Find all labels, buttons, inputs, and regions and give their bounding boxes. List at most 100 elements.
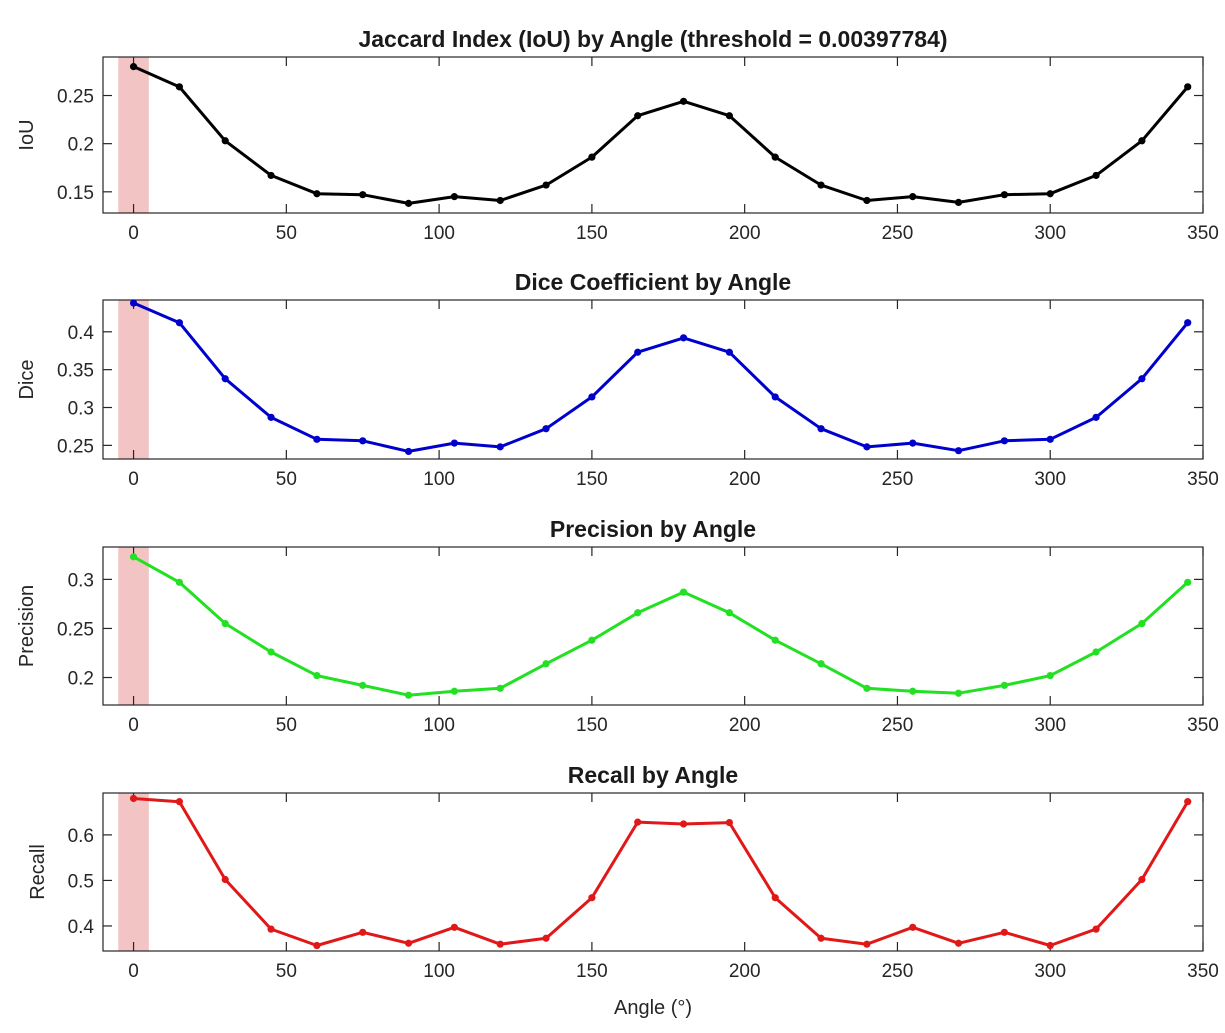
chart-title: Recall by Angle <box>568 762 738 788</box>
data-point <box>588 393 596 401</box>
data-point <box>863 196 871 205</box>
data-point <box>771 153 779 161</box>
data-point <box>359 928 367 936</box>
x-tick-label: 250 <box>882 223 914 244</box>
x-tick-label: 150 <box>576 469 608 490</box>
data-point <box>771 636 779 644</box>
data-point <box>771 393 779 401</box>
x-tick-label: 200 <box>729 469 761 490</box>
y-tick-label: 0.6 <box>68 826 94 847</box>
data-point <box>313 435 321 443</box>
data-point <box>1092 648 1100 656</box>
x-tick-label: 250 <box>882 961 914 982</box>
x-tick-label: 350 <box>1187 469 1219 490</box>
data-point <box>1046 671 1054 680</box>
data-point <box>175 578 183 586</box>
axes-box <box>102 546 1204 706</box>
data-point <box>679 97 688 105</box>
x-axis-label: Angle (°) <box>614 997 692 1019</box>
y-tick-label: 0.2 <box>68 135 94 156</box>
data-point <box>954 447 963 455</box>
data-point <box>267 413 275 421</box>
data-point <box>1000 191 1008 199</box>
x-tick-label: 350 <box>1187 715 1219 736</box>
data-point <box>679 820 688 828</box>
data-point <box>863 443 871 451</box>
data-point <box>909 923 917 931</box>
data-point <box>175 319 183 327</box>
data-point <box>175 798 183 806</box>
data-point <box>634 112 642 120</box>
chart-title: Dice Coefficient by Angle <box>515 269 791 295</box>
data-point <box>359 191 367 199</box>
chart-title: Precision by Angle <box>550 516 756 542</box>
data-point <box>1184 798 1192 806</box>
data-point <box>863 684 871 692</box>
data-point <box>542 934 550 942</box>
x-tick-label: 250 <box>882 715 914 736</box>
x-tick-label: 200 <box>729 715 761 736</box>
series-line <box>132 555 1189 697</box>
x-tick-label: 250 <box>882 469 914 490</box>
highlight-band <box>118 300 149 459</box>
data-point <box>588 636 596 644</box>
data-point <box>725 818 733 827</box>
data-point <box>954 198 963 207</box>
y-tick-label: 0.3 <box>68 399 94 420</box>
x-tick-label: 300 <box>1034 223 1066 244</box>
x-tick-label: 50 <box>276 961 297 982</box>
x-tick-label: 50 <box>276 469 297 490</box>
y-tick-label: 0.3 <box>68 570 94 591</box>
data-point <box>1092 925 1100 933</box>
y-axis-label: IoU <box>16 119 38 150</box>
data-point <box>909 193 917 201</box>
data-point <box>1046 941 1054 950</box>
data-point <box>909 687 917 695</box>
series-line <box>133 797 1189 947</box>
data-point <box>588 894 596 902</box>
data-point <box>450 193 458 201</box>
data-point <box>1184 578 1192 586</box>
x-tick-label: 0 <box>128 223 139 244</box>
data-point <box>267 925 275 933</box>
data-point <box>267 171 275 180</box>
chart-panel-3: 0 50 100 150 200 250 300 350 0.4 0.5 0.6 Recall by … <box>27 762 1219 1019</box>
y-tick-label: 0.5 <box>68 871 94 892</box>
x-tick-label: 200 <box>729 223 761 244</box>
data-point <box>129 299 138 307</box>
data-point <box>771 894 779 902</box>
x-tick-label: 200 <box>729 961 761 982</box>
data-point <box>129 794 138 803</box>
y-tick-label: 0.4 <box>68 917 95 938</box>
y-tick-label: 0.25 <box>57 619 94 640</box>
x-tick-label: 100 <box>423 469 455 490</box>
data-point <box>496 196 504 205</box>
x-tick-label: 0 <box>128 469 139 490</box>
chart-panel-2: 0 50 100 150 200 250 300 350 0.2 0.25 0.3 Precision… <box>16 516 1219 736</box>
data-point <box>1092 413 1100 421</box>
series-line <box>132 65 1189 205</box>
data-point <box>129 553 138 561</box>
x-tick-label: 0 <box>128 961 139 982</box>
data-point <box>175 83 183 91</box>
data-point <box>1092 171 1100 180</box>
data-point <box>221 375 229 383</box>
data-point <box>725 609 733 617</box>
data-point <box>1138 375 1146 383</box>
y-tick-label: 0.25 <box>57 436 94 457</box>
data-point <box>725 348 733 356</box>
data-point <box>542 425 550 433</box>
chart-panel-1: 0 50 100 150 200 250 300 350 0.25 0.3 0.35 0.4 Dice … <box>16 269 1219 490</box>
data-point <box>817 660 825 668</box>
x-tick-label: 50 <box>276 715 297 736</box>
data-point <box>221 619 229 628</box>
data-point <box>404 691 413 699</box>
x-tick-label: 50 <box>276 223 297 244</box>
data-point <box>359 681 367 689</box>
chart-panel-0: 0 50 100 150 200 250 300 350 0.15 0.2 0.25 Jaccard … <box>16 26 1219 244</box>
data-point <box>404 447 413 456</box>
data-point <box>954 689 963 697</box>
data-point <box>450 923 458 931</box>
chart-title: Jaccard Index (IoU) by Angle (threshold … <box>358 26 947 52</box>
